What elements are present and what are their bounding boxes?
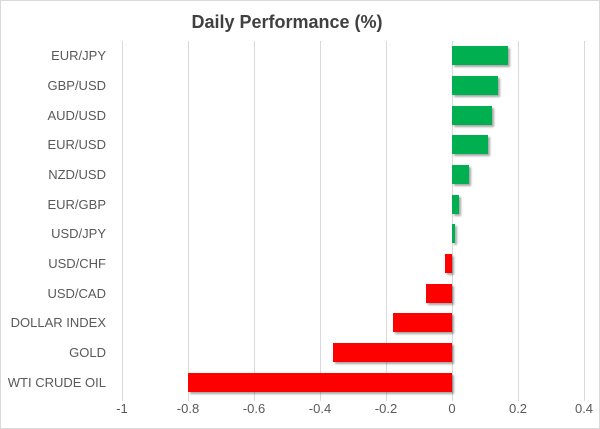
gridline bbox=[584, 41, 585, 397]
category-label-aud-usd: AUD/USD bbox=[47, 107, 106, 123]
gridline bbox=[452, 41, 453, 397]
category-label-eur-usd: EUR/USD bbox=[47, 137, 106, 153]
bar-aud-usd bbox=[452, 105, 492, 125]
axis-tick bbox=[188, 397, 189, 401]
bar-usd-cad bbox=[425, 283, 452, 303]
x-axis-label: 0.2 bbox=[508, 401, 528, 416]
x-axis-label: 0.4 bbox=[574, 401, 594, 416]
bar-nzd-usd bbox=[452, 165, 469, 184]
axis-tick bbox=[122, 397, 123, 401]
category-label-gold: GOLD bbox=[69, 344, 106, 360]
category-label-eur-gbp: EUR/GBP bbox=[47, 196, 106, 212]
bar-gbp-usd bbox=[452, 76, 499, 95]
bar-eur-usd bbox=[452, 135, 489, 155]
category-label-dollar-index: DOLLAR INDEX bbox=[10, 315, 106, 331]
x-axis-label: 0 bbox=[448, 401, 456, 416]
category-axis: EUR/JPY GBP/USD AUD/USD EUR/USD NZD/USD EUR/G… bbox=[1, 41, 114, 397]
axis-tick bbox=[518, 397, 519, 401]
bar-eur-jpy bbox=[452, 46, 509, 66]
x-axis-label: -0.6 bbox=[242, 401, 266, 416]
x-axis-label: -0.8 bbox=[176, 401, 200, 416]
gridline bbox=[188, 41, 189, 397]
bar-usd-chf bbox=[445, 254, 452, 273]
category-label-eur-jpy: EUR/JPY bbox=[51, 48, 106, 64]
category-label-usd-jpy: USD/JPY bbox=[51, 226, 106, 242]
x-axis-label: -1 bbox=[116, 401, 128, 416]
axis-tick bbox=[320, 397, 321, 401]
bar-usd-jpy bbox=[452, 224, 456, 244]
axis-tick bbox=[254, 397, 255, 401]
bar-eur-gbp bbox=[452, 194, 459, 214]
axis-tick bbox=[386, 397, 387, 401]
x-axis-label: -0.2 bbox=[374, 401, 398, 416]
category-label-wti-crude-oil: WTI CRUDE OIL bbox=[7, 374, 106, 390]
x-axis: -1 -0.8 -0.6 -0.4 -0.2 0 0.2 0.4 bbox=[116, 401, 593, 417]
axis-tick bbox=[452, 397, 453, 401]
bar-wti-crude-oil bbox=[188, 372, 452, 392]
chart-title: Daily Performance (%) bbox=[191, 12, 383, 32]
category-label-usd-cad: USD/CAD bbox=[47, 285, 106, 301]
category-label-nzd-usd: NZD/USD bbox=[48, 166, 106, 182]
x-axis-label: -0.4 bbox=[308, 401, 332, 416]
gridline bbox=[254, 41, 255, 397]
bar-gold bbox=[333, 343, 452, 362]
gridline bbox=[122, 41, 123, 397]
gridline bbox=[320, 41, 321, 397]
plot-area bbox=[122, 41, 585, 397]
bar-dollar-index bbox=[392, 313, 452, 333]
axis-tick bbox=[584, 397, 585, 401]
gridline bbox=[518, 41, 519, 397]
category-label-gbp-usd: GBP/USD bbox=[47, 77, 106, 93]
gridline bbox=[386, 41, 387, 397]
category-label-usd-chf: USD/CHF bbox=[48, 255, 106, 271]
x-axis-ticks bbox=[122, 397, 585, 401]
